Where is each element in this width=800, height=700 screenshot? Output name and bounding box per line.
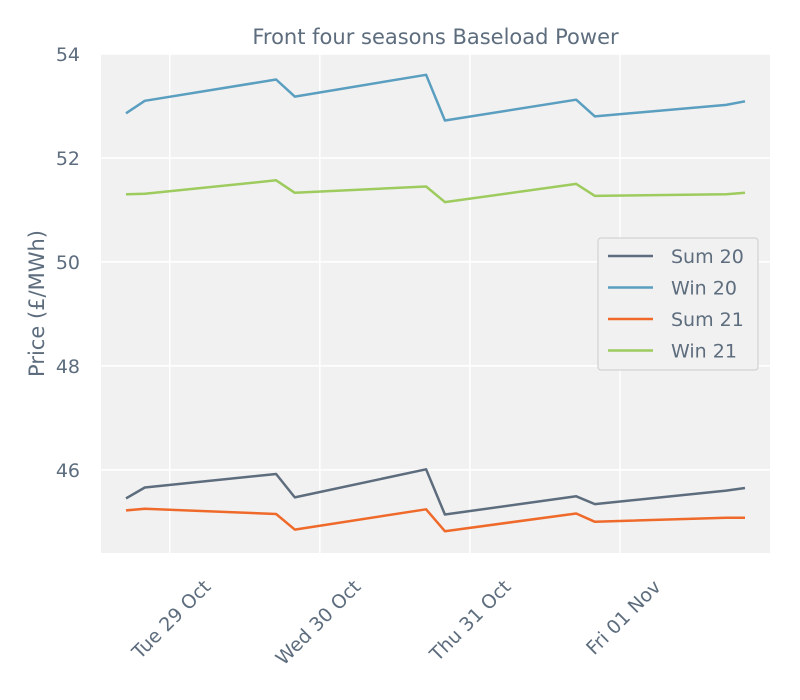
- legend-label-sum-21: Sum 21: [671, 309, 744, 331]
- series-line-sum-20: [125, 468, 746, 516]
- y-tick-label: 52: [56, 148, 80, 170]
- series-lines: [125, 73, 746, 533]
- x-tick-labels: Tue 29 Oct Wed 30 Oct Thu 31 Oct Fri 01 Nov: [127, 576, 665, 670]
- legend-label-sum-20: Sum 20: [671, 246, 744, 268]
- legend: Sum 20 Win 20 Sum 21 Win 21: [597, 237, 759, 371]
- series-line-win-20: [125, 73, 746, 122]
- y-tick-label: 54: [56, 44, 80, 66]
- gridlines: [101, 53, 770, 553]
- y-tick-label: 46: [56, 460, 80, 482]
- chart-title: Front four seasons Baseload Power: [252, 25, 619, 49]
- legend-label-win-21: Win 21: [671, 341, 737, 363]
- legend-label-win-20: Win 20: [671, 278, 737, 300]
- y-axis-label: Price (£/MWh): [25, 230, 49, 377]
- y-tick-labels: 46 48 50 52 54: [56, 44, 80, 482]
- x-tick-label: Thu 31 Oct: [425, 576, 515, 666]
- x-tick-label: Tue 29 Oct: [127, 576, 215, 664]
- x-tick-label: Wed 30 Oct: [272, 576, 366, 670]
- series-line-sum-21: [125, 507, 745, 533]
- series-line-win-21: [125, 179, 746, 204]
- y-tick-label: 50: [56, 252, 80, 274]
- x-tick-label: Fri 01 Nov: [582, 576, 665, 659]
- y-tick-label: 48: [56, 356, 80, 378]
- legend-box: [597, 237, 759, 371]
